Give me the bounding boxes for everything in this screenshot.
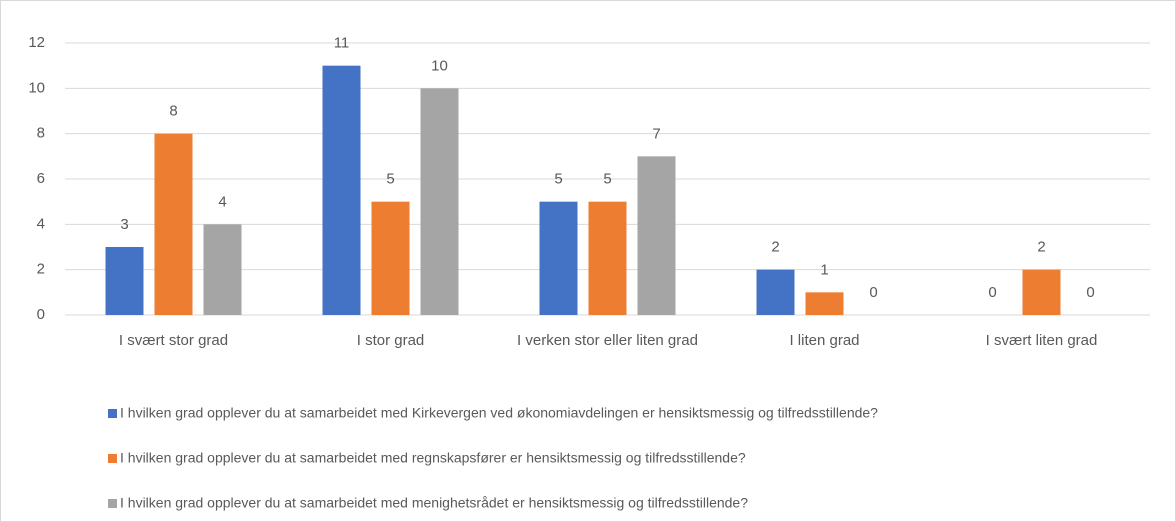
legend-label: I hvilken grad opplever du at samarbeide…: [120, 495, 748, 511]
x-tick-label: I svært liten grad: [986, 332, 1098, 349]
data-label: 11: [334, 35, 350, 52]
data-label: 2: [1037, 239, 1045, 256]
y-tick-label: 4: [37, 215, 45, 232]
data-label: 5: [603, 171, 611, 188]
bar: [420, 88, 459, 315]
legend-swatch: [108, 409, 117, 418]
y-tick-label: 10: [28, 79, 45, 96]
legend-swatch: [108, 499, 117, 508]
data-label: 4: [218, 193, 226, 210]
legend-swatch: [108, 454, 117, 463]
bar: [105, 247, 144, 315]
bar: [322, 65, 361, 316]
data-label: 7: [652, 125, 660, 142]
data-label: 5: [554, 171, 562, 188]
legend-label: I hvilken grad opplever du at samarbeide…: [120, 405, 878, 421]
bar: [203, 224, 242, 315]
x-tick-label: I stor grad: [357, 332, 425, 349]
y-tick-label: 6: [37, 170, 45, 187]
x-tick-label: I verken stor eller liten grad: [517, 332, 698, 349]
data-label: 10: [431, 57, 448, 74]
data-label: 1: [820, 261, 828, 278]
data-label: 0: [869, 284, 877, 301]
y-tick-label: 8: [37, 125, 45, 142]
bar: [154, 133, 193, 315]
y-tick-label: 12: [28, 34, 45, 51]
bar: [371, 201, 410, 315]
data-label: 0: [988, 284, 996, 301]
y-tick-label: 0: [37, 306, 45, 323]
bar: [539, 201, 578, 315]
data-label: 8: [169, 103, 177, 120]
bar: [637, 156, 676, 315]
legend-label: I hvilken grad opplever du at samarbeide…: [120, 450, 746, 466]
x-tick-label: I liten grad: [789, 332, 859, 349]
bar: [805, 292, 844, 315]
data-label: 0: [1086, 284, 1094, 301]
bar: [588, 201, 627, 315]
data-label: 3: [120, 216, 128, 233]
x-tick-label: I svært stor grad: [119, 332, 228, 349]
data-label: 5: [386, 171, 394, 188]
data-label: 2: [771, 239, 779, 256]
bar: [1022, 269, 1061, 315]
y-tick-label: 2: [37, 261, 45, 278]
bar: [756, 269, 795, 315]
